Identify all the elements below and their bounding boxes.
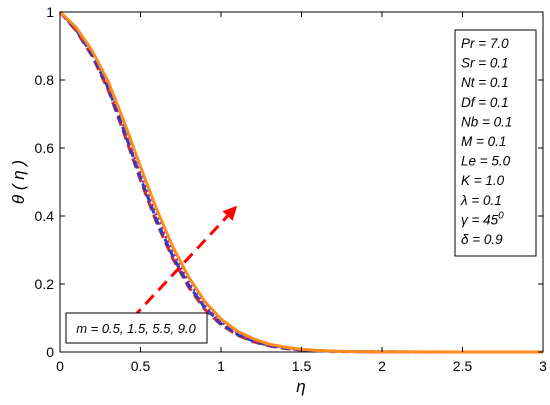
- parameter-text: γ = 450: [461, 210, 504, 227]
- parameter-text: Nb = 0.1: [461, 114, 512, 129]
- x-tick-label: 0.5: [131, 358, 151, 374]
- x-tick-label: 1.5: [292, 358, 312, 374]
- parameter-text: δ = 0.9: [461, 232, 503, 247]
- gamma-superscript: 0: [498, 210, 504, 221]
- x-tick-label: 2: [378, 358, 386, 374]
- parameter-text: Nt = 0.1: [461, 75, 509, 90]
- parameter-text: M = 0.1: [461, 134, 506, 149]
- parameter-box: Pr = 7.0 Sr = 0.1 Nt = 0.1 Df = 0.1 Nb = 0.1…: [454, 29, 537, 257]
- parameter-list: Pr = 7.0 Sr = 0.1 Nt = 0.1 Df = 0.1 Nb = 0.1…: [460, 36, 512, 247]
- direction-arrow: [131, 215, 229, 320]
- y-tick-label: 0.6: [35, 140, 55, 156]
- parameter-box-frame: [454, 29, 537, 257]
- annotation-box-frame: [65, 312, 208, 344]
- x-tick-label: 1: [217, 358, 225, 374]
- x-tick-label: 0: [56, 358, 64, 374]
- y-tick-label: 0: [46, 344, 54, 360]
- y-axis-label: θ ( η ): [9, 160, 28, 204]
- parameter-text: Df = 0.1: [461, 95, 509, 110]
- y-tick-label: 0.2: [35, 276, 55, 292]
- axis-ticks: 0 0.5 1 1.5 2 2.5 3 0 0.2 0.4 0.6 0.8 1: [35, 4, 548, 374]
- parameter-text: K = 1.0: [461, 173, 505, 188]
- y-tick-label: 1: [46, 4, 54, 20]
- x-tick-label: 3: [539, 358, 547, 374]
- parameter-text: λ = 0.1: [460, 193, 502, 208]
- parameter-text: Pr = 7.0: [461, 36, 509, 51]
- annotation-box: m = 0.5, 1.5, 5.5, 9.0: [65, 312, 208, 344]
- series-line-4: [58, 10, 543, 354]
- data-curves: [58, 10, 543, 354]
- parameter-text: Le = 5.0: [461, 154, 511, 169]
- y-tick-label: 0.4: [35, 208, 55, 224]
- x-tick-label: 2.5: [453, 358, 473, 374]
- annotation-text: m = 0.5, 1.5, 5.5, 9.0: [76, 321, 196, 336]
- arrow-head: [222, 205, 238, 221]
- x-axis-label: η: [296, 377, 305, 396]
- y-tick-label: 0.8: [35, 72, 55, 88]
- parameter-text: Sr = 0.1: [461, 56, 509, 71]
